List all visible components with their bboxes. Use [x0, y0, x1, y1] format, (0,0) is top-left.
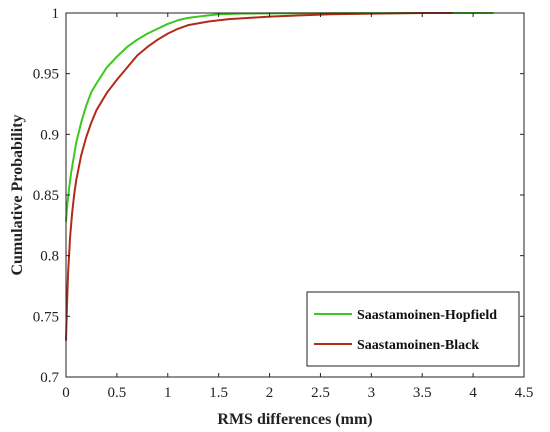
- series-line-saastamoinen-black: [65, 12, 453, 341]
- x-tick-label: 3: [368, 385, 376, 401]
- y-tick-label: 0.95: [33, 67, 59, 83]
- x-tick-label: 2.5: [311, 385, 330, 401]
- y-tick-label: 0.75: [33, 309, 59, 325]
- y-axis: 0.7 0.75 0.8 0.85 0.9 0.95 1: [33, 6, 524, 386]
- y-tick-label: 0.8: [40, 249, 59, 265]
- y-axis-label: Cumulative Probability: [9, 114, 26, 275]
- plot-area: 0 0.5 1 1.5 2 2.5 3 3.5 4 4.5 0.70.750.80.850.90.…: [33, 6, 534, 401]
- x-tick-label: 2: [266, 385, 274, 401]
- x-tick-label: 4: [469, 385, 477, 401]
- x-tick-label: 1.5: [209, 385, 228, 401]
- y-tick-label: 1: [52, 6, 60, 22]
- legend-label-black: Saastamoinen-Black: [357, 338, 479, 353]
- legend-label-hopfield: Saastamoinen-Hopfield: [357, 308, 497, 323]
- x-tick-label: 0.5: [108, 385, 127, 401]
- x-axis-label: RMS differences (mm): [217, 411, 372, 428]
- x-axis: 0 0.5 1 1.5 2 2.5 3 3.5 4 4.5: [62, 13, 533, 401]
- legend-box: [306, 291, 520, 367]
- x-tick-label: 0: [62, 385, 70, 401]
- y-tick-label: 0.9: [40, 127, 59, 143]
- legend: Saastamoinen-Hopfield Saastamoinen-Black: [306, 291, 520, 367]
- x-tick-label: 4.5: [515, 385, 534, 401]
- x-tick-label: 3.5: [413, 385, 432, 401]
- x-tick-label: 1: [164, 385, 172, 401]
- y-tick-label: 0.7: [40, 370, 59, 386]
- y-tick-label: 0.85: [33, 188, 59, 204]
